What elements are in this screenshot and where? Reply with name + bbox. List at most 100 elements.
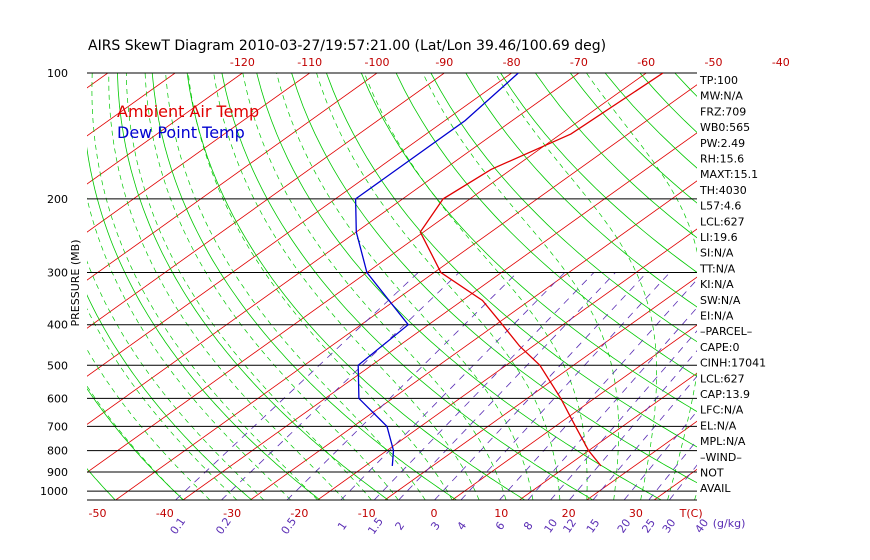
legend: Ambient Air Temp Dew Point Temp — [117, 102, 259, 142]
moist-adiabat-line — [165, 73, 426, 500]
mixing-ratio-line — [434, 272, 648, 500]
stat-line: –PARCEL– — [700, 325, 752, 338]
legend-dew-point-temp: Dew Point Temp — [117, 123, 245, 142]
top-temp-tick-label: -100 — [365, 56, 390, 69]
top-temp-tick-label: -80 — [503, 56, 521, 69]
top-temp-tick-labels: -120 -110 -100 -90 -80 -70 -60 -50 -40 — [230, 56, 790, 69]
moist-adiabat-line — [276, 73, 534, 500]
stat-line: RH:15.6 — [700, 153, 744, 166]
mixing-ratio-label: 4 — [455, 519, 470, 532]
dry-adiabat-line — [779, 73, 870, 500]
dry-adiabat-line — [291, 73, 697, 484]
isotherm-line — [87, 73, 109, 89]
pressure-tick-label: 600 — [47, 392, 68, 405]
dry-adiabat-line — [87, 468, 116, 500]
stat-line: CINH:17041 — [700, 357, 766, 370]
moist-adiabat-line — [187, 73, 453, 500]
isotherm-line — [317, 228, 697, 500]
isotherm-line — [653, 468, 697, 500]
isotherm-line — [789, 73, 870, 500]
top-temp-tick-label: -50 — [705, 56, 723, 69]
moist-adiabat-line — [242, 73, 507, 500]
dry-adiabat-line — [221, 73, 594, 500]
isotherm-line — [87, 73, 580, 425]
dry-adiabat-line — [430, 73, 697, 343]
moist-adiabat-line — [316, 73, 561, 500]
stat-line: MW:N/A — [700, 90, 743, 103]
pressure-tick-label: 300 — [47, 267, 68, 280]
stat-line: SI:N/A — [700, 247, 734, 260]
pressure-tick-label: 700 — [47, 420, 68, 433]
dry-adiabat-line — [87, 146, 321, 500]
moist-adiabat-line — [144, 73, 399, 500]
mixing-ratio-label: 3 — [428, 519, 443, 532]
mixing-ratio-unit-label: (g/kg) — [713, 517, 746, 530]
isotherm-line — [451, 324, 697, 500]
dry-adiabat-line — [186, 73, 526, 500]
bottom-temp-tick-label: 20 — [562, 507, 576, 520]
moist-adiabat-line — [87, 308, 238, 500]
stat-line: SW:N/A — [700, 294, 741, 307]
chart-title: AIRS SkewT Diagram 2010-03-27/19:57:21.0… — [88, 38, 606, 54]
moist-adiabat-line — [108, 73, 345, 500]
stat-line: CAP:13.9 — [700, 388, 750, 401]
isotherm-line — [87, 73, 378, 281]
mixing-ratio-line — [527, 307, 697, 500]
stat-line: AVAIL — [700, 482, 731, 495]
stat-line: KI:N/A — [700, 278, 734, 291]
mixing-ratio-label: 1 — [335, 519, 350, 532]
dry-adiabat-line — [465, 73, 697, 308]
mixing-ratio-line — [398, 272, 616, 500]
mixing-ratio-line — [175, 272, 419, 500]
isotherm-line — [115, 84, 697, 500]
pressure-tick-label: 200 — [47, 193, 68, 206]
pressure-tick-label: 900 — [47, 466, 68, 479]
pressure-tick-label: 500 — [47, 359, 68, 372]
bottom-temp-tick-label: -10 — [358, 507, 376, 520]
isotherm-line — [856, 73, 870, 500]
dry-adiabat-line — [849, 73, 870, 500]
top-temp-tick-label: -110 — [297, 56, 322, 69]
bottom-temp-tick-label: 0 — [431, 507, 438, 520]
stat-line: TH:4030 — [699, 184, 747, 197]
moist-adiabat-line — [364, 73, 588, 500]
stat-line: TP:100 — [699, 74, 738, 87]
mixing-ratio-line — [373, 272, 595, 500]
temp-unit-label: T(C) — [679, 507, 703, 520]
stat-line: LFC:N/A — [700, 404, 744, 417]
stat-line: EL:N/A — [700, 419, 737, 432]
pressure-tick-labels: 100 200 300 400 500 600 700 800 900 1000 — [40, 67, 68, 498]
stat-line: PW:2.49 — [700, 137, 745, 150]
dry-adiabat-line — [87, 294, 253, 500]
dry-adiabat-line — [814, 73, 870, 500]
legend-ambient-air-temp: Ambient Air Temp — [117, 102, 259, 121]
dry-adiabat-line — [326, 73, 697, 448]
stat-line: FRZ:709 — [700, 105, 746, 118]
mixing-ratio-line — [592, 375, 697, 500]
mixing-ratio-label: 2 — [393, 519, 408, 532]
mixing-ratio-line — [340, 272, 565, 500]
moist-adiabat-line — [87, 348, 211, 500]
bottom-temp-tick-label: -20 — [290, 507, 308, 520]
mixing-ratio-label: 6 — [493, 519, 508, 532]
dry-adiabat-line — [151, 73, 457, 500]
isobar-lines — [87, 72, 697, 501]
dry-adiabat-line — [639, 73, 697, 134]
stat-line: TT:N/A — [699, 262, 736, 275]
top-temp-tick-label: -120 — [230, 56, 255, 69]
mixing-ratio-line — [460, 272, 671, 500]
dry-adiabat-line — [360, 73, 697, 413]
stat-line: MAXT:15.1 — [700, 168, 758, 181]
isotherm-line — [0, 73, 41, 500]
moist-adiabat-line — [213, 73, 480, 500]
isotherm-line — [586, 420, 697, 500]
bottom-temp-tick-label: 30 — [629, 507, 643, 520]
stat-line: LI:19.6 — [700, 231, 738, 244]
bottom-temp-tick-labels: -50 -40 -30 -20 -10 0 10 20 30 — [89, 507, 643, 520]
pressure-tick-label: 100 — [47, 67, 68, 80]
isotherm-line — [87, 73, 310, 233]
stat-line: –WIND– — [700, 451, 742, 464]
moist-adiabat-line — [125, 73, 372, 500]
top-temp-tick-label: -40 — [772, 56, 790, 69]
stats-panel: TP:100 MW:N/A FRZ:709 WB0:565 PW:2.49 RH:15.6… — [699, 74, 766, 495]
